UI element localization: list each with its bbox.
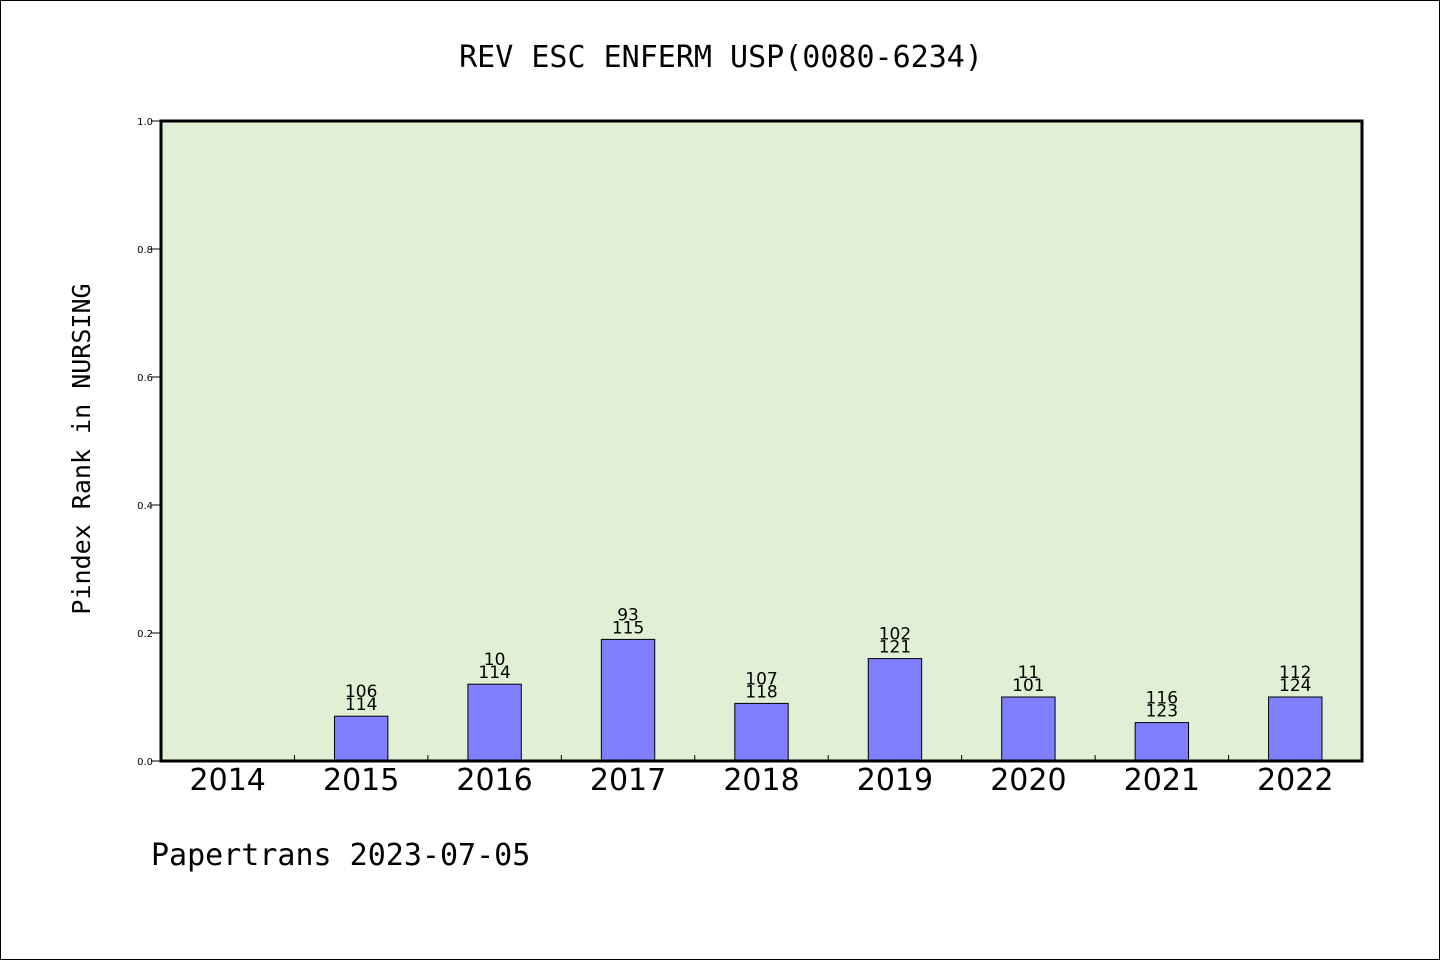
- chart-title: REV ESC ENFERM USP(0080-6234): [459, 40, 983, 75]
- y-axis-label: Pindex Rank in NURSING: [67, 283, 96, 614]
- bar-2021: [1134, 722, 1190, 762]
- bar-label-top: 10: [484, 650, 506, 670]
- bar-2015: [333, 715, 389, 762]
- bars-group: [333, 638, 1323, 762]
- bar-2016: [467, 683, 522, 762]
- bar-2017: [600, 638, 656, 762]
- x-tick-label: 2021: [1124, 763, 1200, 798]
- bar-label-top: 11: [1018, 663, 1040, 683]
- x-tick-label: 2020: [990, 763, 1066, 798]
- bar-label-top: 112: [1279, 663, 1311, 683]
- bar-label-top: 107: [745, 669, 777, 689]
- bar-2020: [1001, 696, 1056, 762]
- bar-label-bottom: 101: [1012, 676, 1044, 696]
- bar-label-bottom: 115: [612, 618, 644, 638]
- bar-label-bottom: 114: [345, 695, 377, 715]
- x-tick-label: 2016: [456, 763, 532, 798]
- bar-label-top: 93: [617, 605, 639, 625]
- x-axis-ticks: 2014 2015 2016 2017 2018 2019 2020 2021 2022: [190, 755, 1333, 798]
- x-tick-label: 2017: [590, 763, 666, 798]
- x-tick-label: 2015: [323, 763, 399, 798]
- y-tick-label: 0.8: [137, 245, 153, 256]
- x-tick-label: 2018: [723, 763, 799, 798]
- x-tick-label: 2019: [857, 763, 933, 798]
- y-tick-label: 1.0: [137, 117, 153, 128]
- plot-area: [161, 121, 1362, 761]
- bar-label-top: 102: [879, 625, 911, 645]
- bar-label-bottom: 124: [1279, 676, 1311, 696]
- y-tick-label: 0.6: [137, 373, 153, 384]
- bar-label-bottom: 123: [1146, 702, 1178, 722]
- y-tick-label: 0.2: [137, 629, 153, 640]
- plot-border: [159, 119, 1364, 763]
- y-tick-label: 0.0: [137, 757, 153, 768]
- footer-credit: Papertrans 2023-07-05: [151, 838, 530, 873]
- bar-label-top: 106: [345, 682, 377, 702]
- bar-label-bottom: 121: [879, 638, 911, 658]
- x-tick-label: 2014: [190, 763, 266, 798]
- bar-2019: [867, 658, 923, 762]
- bar-label-bottom: 118: [745, 682, 777, 702]
- bar-2022: [1268, 696, 1323, 762]
- x-tick-label: 2022: [1257, 763, 1333, 798]
- bar-label-bottom: 114: [478, 663, 510, 683]
- value-labels-group: 1061141011493115107118102121111011161231…: [345, 605, 1312, 721]
- bar-label-top: 116: [1146, 689, 1178, 709]
- bar-2018: [734, 702, 789, 762]
- y-tick-label: 0.4: [137, 501, 153, 512]
- y-axis-ticks: 0.0 0.2 0.4 0.6 0.8 1.0: [137, 117, 161, 768]
